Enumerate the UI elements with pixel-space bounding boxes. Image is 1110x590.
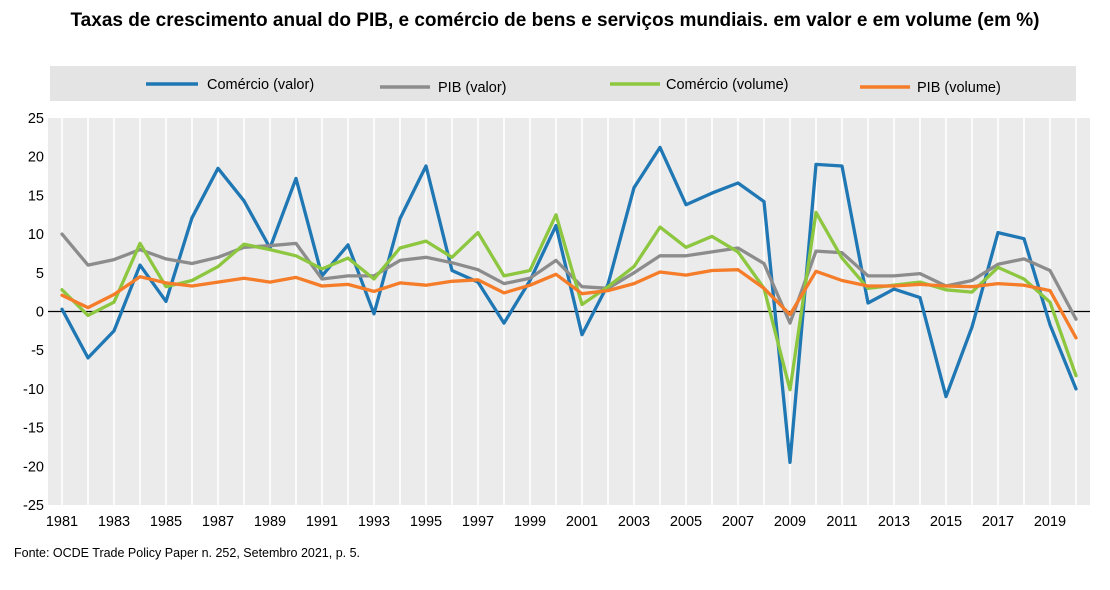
y-tick-label: 20 [28,150,44,166]
chart-title: Taxas de crescimento anual do PIB, e com… [70,10,1040,31]
y-tick-label: -15 [23,421,44,437]
x-tick-label: 2009 [774,514,806,530]
y-tick-label: -5 [31,343,44,359]
x-tick-label: 1987 [202,514,234,530]
y-tick-label: 0 [36,305,44,321]
x-tick-label: 2001 [566,514,598,530]
source-note: Fonte: OCDE Trade Policy Paper n. 252, S… [14,546,361,560]
x-tick-label: 1981 [46,514,78,530]
x-tick-label: 2007 [722,514,754,530]
legend-label: Comércio (valor) [207,77,314,93]
x-tick-label: 1995 [410,514,442,530]
legend-label: PIB (valor) [438,80,507,96]
y-tick-label: -10 [23,382,44,398]
y-tick-label: -25 [23,498,44,514]
y-tick-label: 15 [28,188,44,204]
x-tick-label: 1989 [254,514,286,530]
x-tick-label: 1993 [358,514,390,530]
x-tick-label: 2019 [1034,514,1066,530]
x-tick-label: 1999 [514,514,546,530]
x-tick-label: 1991 [306,514,338,530]
series-line-pib-volume [60,268,1078,340]
series-line-pib-valor [60,232,1078,325]
x-tick-label: 2003 [618,514,650,530]
legend-box [50,66,1076,101]
x-tick-label: 2015 [930,514,962,530]
x-tick-label: 1985 [150,514,182,530]
series-line-com-rcio-valor [60,145,1078,465]
x-tick-label: 1997 [462,514,494,530]
x-tick-label: 2013 [878,514,910,530]
x-tick-label: 1983 [98,514,130,530]
legend-label: PIB (volume) [917,80,1001,96]
x-tick-label: 2017 [982,514,1014,530]
y-tick-label: 10 [28,227,44,243]
legend-label: Comércio (volume) [666,77,788,93]
y-tick-label: 5 [36,266,44,282]
y-tick-label: 25 [28,111,44,127]
y-tick-label: -20 [23,459,44,475]
x-tick-label: 2011 [826,514,857,530]
x-tick-label: 2005 [670,514,702,530]
